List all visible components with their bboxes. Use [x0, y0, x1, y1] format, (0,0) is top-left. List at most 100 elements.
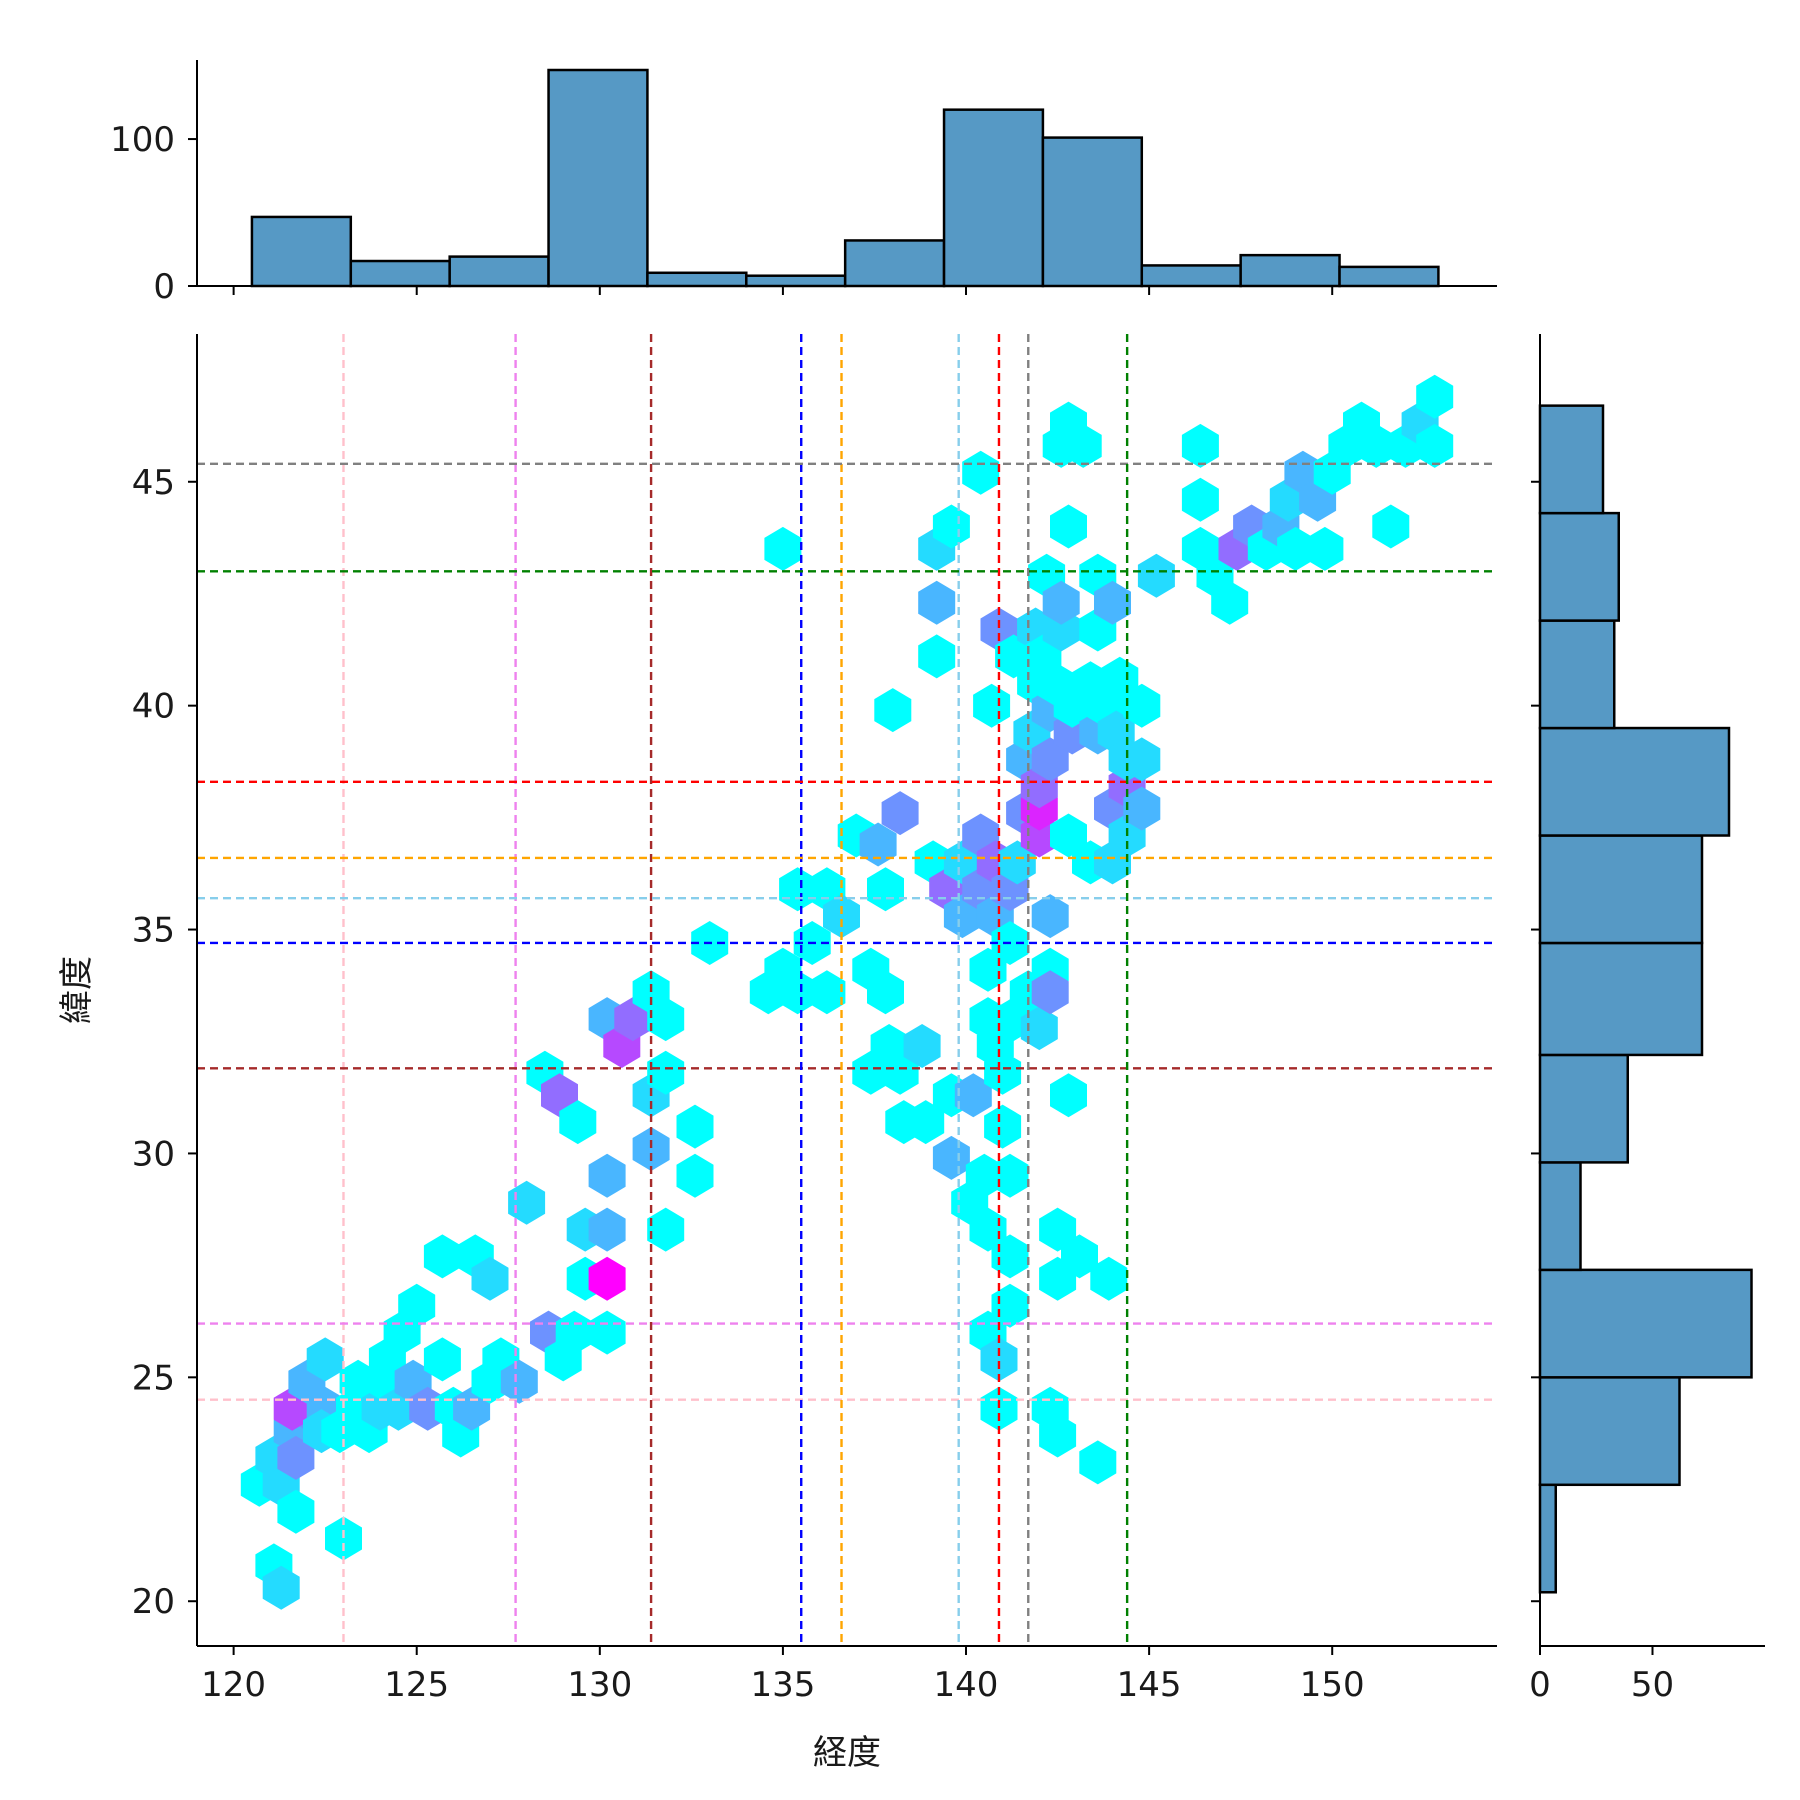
hex-cell — [423, 1234, 461, 1279]
hex-cell — [1090, 1256, 1128, 1301]
hex-cell — [1123, 786, 1161, 831]
hex-cell — [1416, 374, 1454, 419]
hex-cell — [881, 791, 919, 836]
hex-cell — [859, 822, 897, 867]
x-tick-label: 135 — [750, 1665, 815, 1705]
y-axis-label: 緯度 — [57, 956, 97, 1024]
hex-cell — [339, 1359, 377, 1404]
hex-cell — [277, 1489, 315, 1534]
right-histogram: 0 50 — [1529, 334, 1765, 1705]
hex-cell — [647, 1207, 685, 1252]
hex-cell — [954, 1073, 992, 1118]
hex-cell — [398, 1283, 436, 1328]
top-hist-bar — [843, 239, 946, 288]
hex-cell — [903, 1024, 941, 1068]
hex-cell — [991, 1234, 1029, 1279]
top-hist-bar — [942, 108, 1045, 288]
hex-cell — [1042, 580, 1080, 625]
top-hist-bar — [448, 255, 550, 288]
hex-cell — [555, 1310, 593, 1355]
hex-cell — [1050, 813, 1087, 858]
hex-cell — [423, 1337, 461, 1382]
hex-cell — [325, 1516, 362, 1561]
hex-cell — [973, 683, 1011, 728]
top-hist-bar — [547, 68, 649, 288]
hex-cell — [1039, 1413, 1077, 1458]
hex-cell — [779, 970, 817, 1015]
main-axes: 120 125 130 135 140 145 150 20 25 30 35 40 45 — [132, 334, 1497, 1705]
top-hist-bar — [1239, 253, 1341, 288]
hex-cell — [995, 634, 1033, 679]
y-tick-label: 30 — [132, 1134, 175, 1174]
right-hist-bar — [1538, 941, 1704, 1057]
hex-cell — [918, 580, 956, 625]
hex-cell — [867, 867, 904, 912]
hex-cell — [932, 1135, 970, 1180]
top-hist-bar — [646, 271, 748, 288]
hex-cell — [764, 526, 802, 571]
y-tick-label: 40 — [132, 687, 175, 727]
hex-cell — [984, 1050, 1022, 1095]
right-hist-bar — [1538, 1268, 1753, 1379]
hex-cell — [647, 997, 685, 1042]
hex-cell — [1211, 580, 1249, 625]
right-hist-x-tick-label: 0 — [1529, 1665, 1551, 1705]
hex-cell — [1061, 1234, 1098, 1279]
hex-cell — [508, 1180, 546, 1225]
hex-cell — [1094, 580, 1131, 625]
right-hist-bar — [1538, 1161, 1582, 1272]
hex-cell — [588, 1207, 626, 1252]
hex-cell — [962, 450, 1000, 495]
hex-cell — [907, 1100, 945, 1145]
hex-cell — [1050, 504, 1087, 549]
hex-cell — [676, 1153, 714, 1198]
hex-cell — [588, 1310, 626, 1355]
right-hist-bar — [1538, 1053, 1629, 1164]
hex-cell — [984, 1104, 1022, 1149]
hex-cell — [991, 1153, 1029, 1198]
right-hist-bar — [1538, 1483, 1557, 1594]
hex-cell — [647, 1050, 685, 1095]
right-hist-bar — [1538, 1376, 1681, 1487]
hex-cell — [1357, 423, 1395, 468]
hex-cell — [867, 970, 904, 1015]
hex-cell — [1031, 970, 1069, 1015]
hexbin-cells — [240, 374, 1454, 1610]
hex-cell — [932, 504, 970, 549]
top-hist-bar — [1338, 265, 1440, 288]
hex-cell — [969, 1207, 1007, 1252]
top-hist-y-tick-label: 0 — [153, 267, 175, 307]
hex-cell — [874, 688, 912, 733]
right-hist-bar — [1538, 726, 1731, 837]
x-tick-label: 120 — [201, 1665, 266, 1705]
hex-cell — [969, 947, 1007, 992]
top-hist-bar — [349, 259, 451, 288]
x-tick-label: 140 — [934, 1665, 999, 1705]
x-tick-label: 125 — [384, 1665, 449, 1705]
y-tick-label: 45 — [132, 463, 175, 503]
hex-cell — [998, 840, 1036, 885]
hex-cell — [559, 1100, 597, 1145]
hexbin-panel: 120 125 130 135 140 145 150 20 25 30 35 40 45 — [132, 334, 1497, 1705]
hex-cell — [1101, 656, 1139, 701]
y-tick-label: 25 — [132, 1358, 175, 1398]
hex-cell — [881, 1050, 919, 1095]
hex-cell — [676, 1104, 714, 1149]
y-tick-label: 20 — [132, 1582, 175, 1622]
hex-cell — [277, 1435, 315, 1480]
top-hist-y-tick-label: 100 — [110, 120, 175, 160]
hex-cell — [1416, 423, 1454, 468]
y-tick-label: 35 — [132, 911, 175, 951]
hex-cell — [779, 867, 817, 912]
x-tick-label: 150 — [1300, 1665, 1365, 1705]
hex-cell — [823, 894, 860, 939]
x-tick-label: 145 — [1117, 1665, 1182, 1705]
hex-cell — [1020, 1006, 1058, 1051]
hex-cell — [980, 1386, 1018, 1431]
hex-cell — [588, 1153, 626, 1198]
hex-cell — [1123, 683, 1161, 728]
hex-cell — [1039, 1207, 1077, 1252]
right-hist-x-tick-label: 50 — [1631, 1665, 1674, 1705]
hex-cell — [1123, 737, 1161, 782]
